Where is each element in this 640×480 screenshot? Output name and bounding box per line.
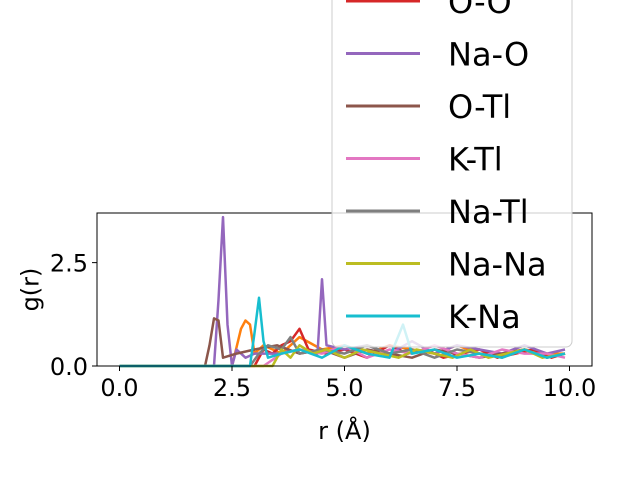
y-axis-label: g(r): [16, 268, 44, 312]
legend-label: Na-Tl: [448, 193, 529, 231]
series-line-k-na: [119, 296, 566, 368]
legend-label: Na-O: [448, 36, 529, 74]
legend-label: Na-Na: [448, 246, 547, 284]
x-tick-label: 0.0: [100, 374, 138, 402]
legend-label: O-O: [448, 0, 512, 21]
legend-label: K-Na: [448, 298, 521, 336]
x-tick-label: 5.0: [325, 374, 363, 402]
series-line-na-o: [119, 215, 566, 368]
y-tick-label: 0.0: [50, 353, 88, 381]
x-tick-label: 10.0: [543, 374, 596, 402]
y-tick-label: 2.5: [50, 250, 88, 278]
x-tick-label: 7.5: [438, 374, 476, 402]
legend-label: K-Tl: [448, 141, 503, 179]
x-tick-label: 2.5: [213, 374, 251, 402]
legend-box: [331, 0, 573, 348]
legend-label: O-Tl: [448, 88, 511, 126]
x-axis-ticks: 0.0 2.5 5.0 7.5 10.0: [100, 366, 596, 402]
y-axis-ticks: 0.0 2.5: [50, 250, 97, 381]
x-axis-label: r (Å): [318, 416, 371, 445]
